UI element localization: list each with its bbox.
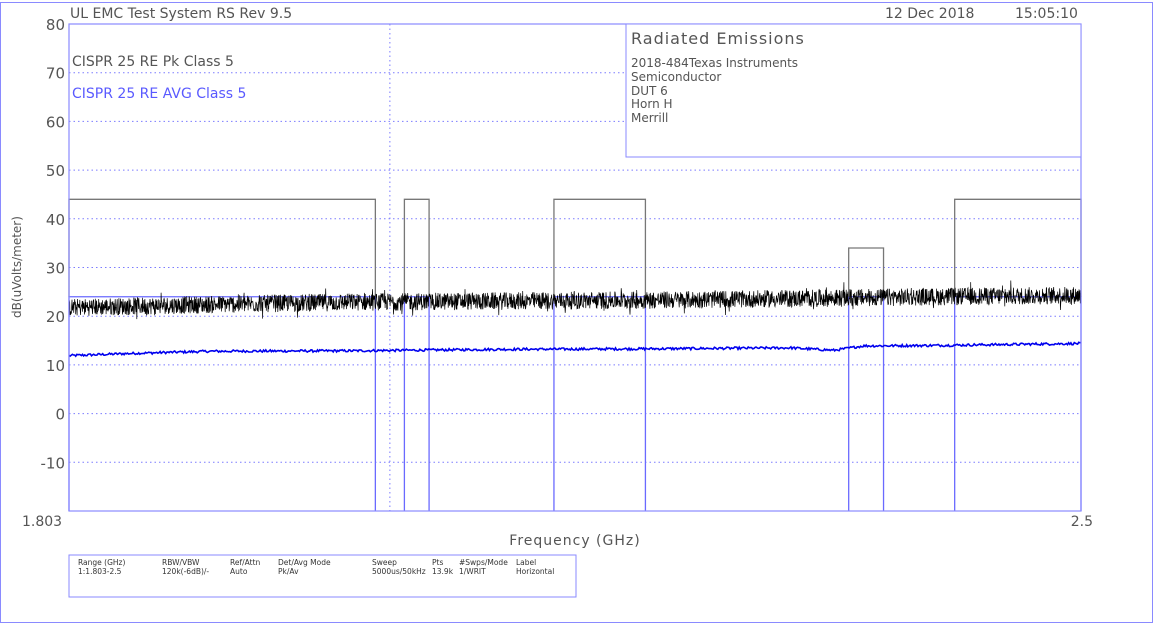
y-tick-label: 80 — [46, 16, 65, 34]
table-header: Label — [516, 558, 536, 567]
y-tick-label: 60 — [46, 113, 65, 131]
settings-table: Range (GHz)1:1.803-2.5 RBW/VBW120k(-6dB)/… — [68, 554, 577, 598]
header-time: 15:05:10 — [1015, 6, 1078, 22]
avg-limit-band — [68, 296, 377, 511]
table-header: Pts — [432, 558, 443, 567]
y-tick-label: 10 — [46, 357, 65, 375]
info-line: Semiconductor — [631, 70, 721, 84]
info-line: DUT 6 — [631, 84, 668, 98]
info-title: Radiated Emissions — [631, 29, 805, 48]
peak-limit-band — [68, 198, 377, 297]
x-axis-label: Frequency (GHz) — [509, 533, 640, 549]
table-value: 1:1.803-2.5 — [78, 567, 122, 576]
y-tick-label: 70 — [46, 65, 65, 83]
table-header: Sweep — [372, 558, 397, 567]
table-value: 5000us/50kHz — [372, 567, 426, 576]
table-value: Pk/Av — [278, 567, 299, 576]
avg-limit-band — [848, 296, 885, 511]
table-header: RBW/VBW — [162, 558, 200, 567]
table-value: 120k(-6dB)/- — [162, 567, 209, 576]
table-header: Det/Avg Mode — [278, 558, 331, 567]
table-value: 1/WRIT — [459, 567, 486, 576]
y-tick-label: 0 — [55, 406, 65, 424]
x-tick-label-end: 2.5 — [1071, 514, 1093, 530]
peak-limit-band — [954, 198, 1082, 297]
info-box: Radiated Emissions 2018-484Texas Instrum… — [625, 23, 1082, 158]
grid — [69, 24, 1081, 511]
table-header: Range (GHz) — [78, 558, 125, 567]
y-tick-label: 30 — [46, 260, 65, 278]
traces — [68, 280, 1082, 358]
table-value: 13.9k — [432, 567, 454, 576]
peak-limit-band — [403, 198, 430, 297]
y-tick-label: -10 — [41, 454, 66, 472]
avg-limit-band — [954, 296, 1082, 511]
table-value: Horizontal — [516, 567, 554, 576]
info-line: 2018-484Texas Instruments — [631, 56, 798, 70]
header-system: UL EMC Test System RS Rev 9.5 — [70, 6, 292, 22]
table-header: #Swps/Mode — [459, 558, 508, 567]
avg-limit-band — [553, 296, 647, 511]
header-date: 12 Dec 2018 — [885, 6, 974, 22]
x-tick-label-start: 1.803 — [22, 514, 62, 530]
table-value: Auto — [230, 567, 248, 576]
legend-avg-limit: CISPR 25 RE AVG Class 5 — [72, 86, 246, 102]
info-line: Merrill — [631, 111, 668, 125]
table-header: Ref/Attn — [230, 558, 261, 567]
y-tick-label: 20 — [46, 308, 65, 326]
avg-limit-band — [403, 296, 430, 511]
peak-limit-band — [553, 198, 647, 297]
limit-lines — [68, 198, 1082, 511]
legend-peak-limit: CISPR 25 RE Pk Class 5 — [72, 54, 234, 70]
y-tick-label: 40 — [46, 211, 65, 229]
info-line: Horn H — [631, 97, 673, 111]
plot-frame — [68, 23, 1082, 512]
average-trace — [68, 341, 1082, 358]
y-tick-labels: 80 70 60 50 40 30 20 10 0 -10 — [41, 16, 66, 472]
y-axis-label: dB(uVolts/meter) — [10, 216, 24, 318]
y-tick-label: 50 — [46, 162, 65, 180]
peak-trace — [68, 280, 1082, 320]
peak-limit-band — [848, 247, 885, 297]
